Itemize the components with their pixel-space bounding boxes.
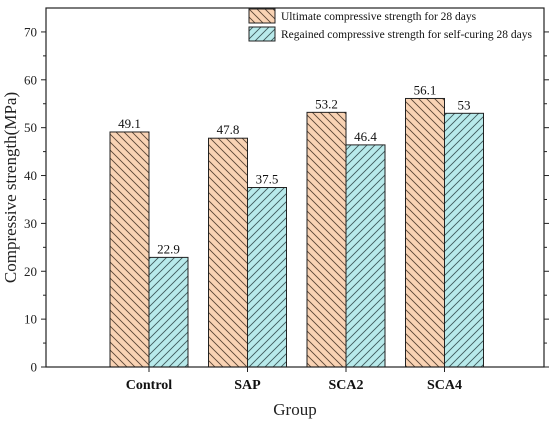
bar-control-series-1: [109, 131, 150, 368]
bar-sap-series-2: [247, 187, 287, 368]
legend-label: Regained compressive strength for self-c…: [281, 29, 533, 41]
y-tick-label: 50: [24, 120, 37, 135]
bar-sca2-series-1: [306, 111, 347, 368]
y-tick-label: 10: [24, 312, 37, 327]
x-axis-title: Group: [273, 400, 316, 419]
data-label: 53: [458, 97, 471, 112]
bar-sap-series-1: [208, 137, 248, 368]
x-tick-label: SAP: [234, 378, 261, 393]
x-tick-label: Control: [126, 378, 173, 393]
data-label: 56.1: [414, 82, 437, 97]
bar-sca4-series-2: [444, 112, 484, 368]
y-tick-label: 60: [24, 72, 37, 87]
plot-frame: [45, 7, 545, 368]
data-label: 37.5: [256, 172, 279, 187]
legend-swatch: [248, 26, 276, 42]
x-tick-label: SCA4: [427, 378, 462, 393]
axes-layer: 0 10 20 30 40 50 60 70 Control SAP SCA2 SCA4: [24, 7, 549, 393]
y-tick-label: 0: [31, 360, 38, 375]
bar-sca4-series-1: [405, 97, 445, 368]
y-tick-label: 30: [24, 216, 37, 231]
data-labels-layer: 49.1 22.9 47.8 37.5 53.2 46.4 56.1 53: [118, 82, 470, 256]
data-label: 53.2: [315, 96, 338, 111]
data-label: 47.8: [217, 122, 240, 137]
legend-label: Ultimate compressive strength for 28 day…: [281, 11, 477, 23]
x-tick-label: SCA2: [328, 378, 363, 393]
legend: Ultimate compressive strength for 28 day…: [248, 8, 533, 42]
data-label: 22.9: [157, 241, 180, 256]
bar-control-series-2: [148, 256, 189, 368]
legend-swatch: [248, 8, 276, 24]
bars-layer: [109, 97, 484, 368]
y-tick-label: 40: [24, 168, 37, 183]
bar-sca2-series-2: [345, 144, 386, 368]
y-axis-title: Compressive strength(MPa): [1, 92, 20, 283]
data-label: 49.1: [118, 116, 141, 131]
y-tick-label: 70: [24, 24, 37, 39]
data-label: 46.4: [354, 129, 377, 144]
y-tick-label: 20: [24, 264, 37, 279]
